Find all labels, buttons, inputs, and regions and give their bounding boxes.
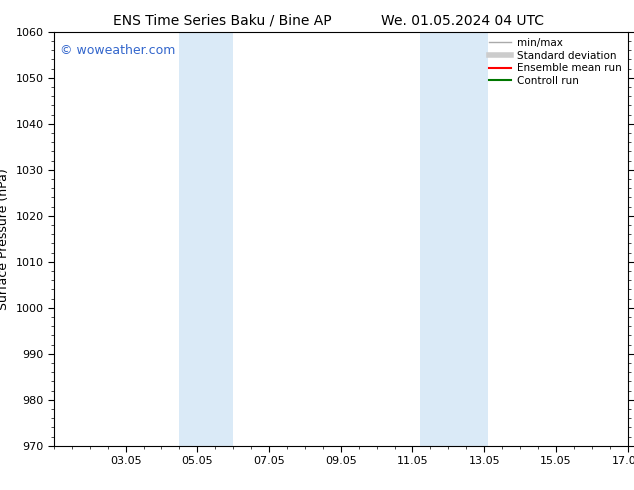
Text: © woweather.com: © woweather.com — [60, 44, 175, 57]
Legend: min/max, Standard deviation, Ensemble mean run, Controll run: min/max, Standard deviation, Ensemble me… — [484, 34, 626, 90]
Bar — [179, 32, 233, 446]
Bar — [420, 32, 488, 446]
Y-axis label: Surface Pressure (hPa): Surface Pressure (hPa) — [0, 168, 10, 310]
Text: We. 01.05.2024 04 UTC: We. 01.05.2024 04 UTC — [381, 14, 545, 28]
Text: ENS Time Series Baku / Bine AP: ENS Time Series Baku / Bine AP — [113, 14, 331, 28]
